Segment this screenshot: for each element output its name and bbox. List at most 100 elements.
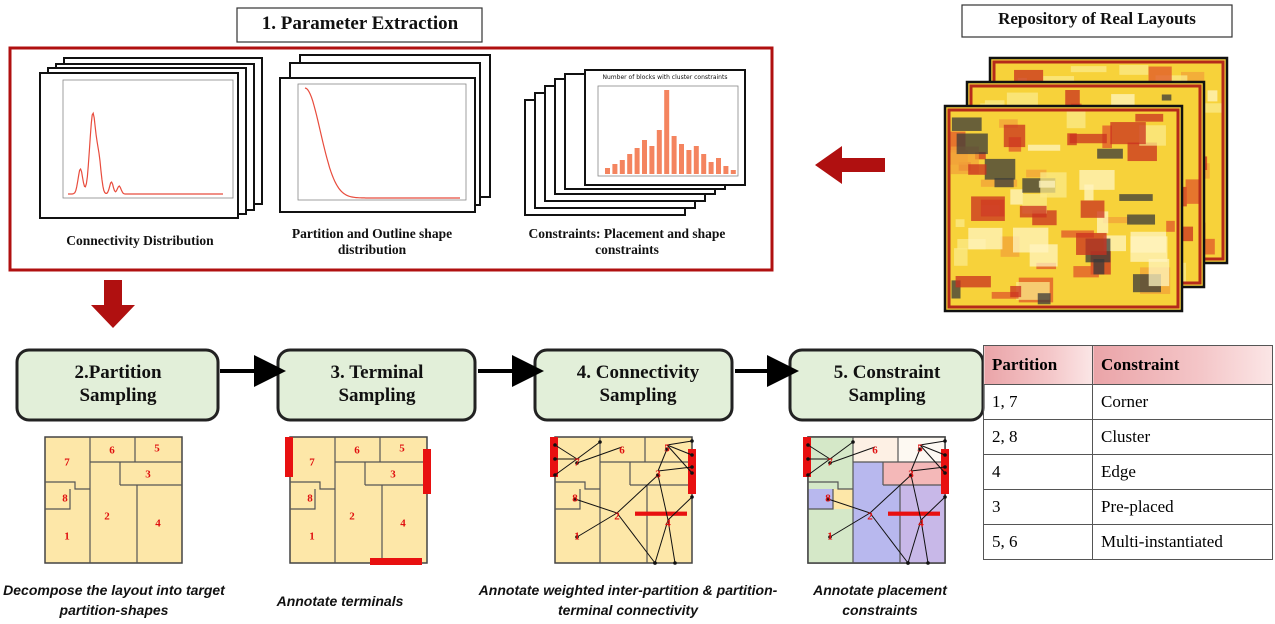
partition-label: 2 [867,511,873,523]
heat-cell [954,248,968,266]
distribution-label: Partition and Outline shape distribution [272,226,472,258]
heat-cell [1149,259,1170,286]
partition-label: 4 [918,518,924,530]
heat-cell [1119,194,1152,201]
table-header: Partition Constraint [984,346,1273,385]
connection-end [553,443,557,447]
heat-cell [1119,65,1148,75]
heat-cell [1038,293,1051,304]
table-cell: Pre-placed [1093,490,1273,525]
partition-label: 3 [390,469,396,481]
bar-shape [664,90,669,174]
partition-label: 7 [574,457,580,469]
heat-cell [1110,122,1146,144]
partition-label: 5 [917,443,923,455]
heat-cell [1162,94,1172,100]
partition-label: 2 [614,511,620,523]
partition-label: 4 [400,518,406,530]
connection-end [943,453,947,457]
connection-end [943,495,947,499]
heat-cell [956,276,991,287]
partition-label: 3 [655,469,661,481]
bar-shape [620,160,625,174]
terminal [635,512,687,516]
connection-end [553,473,557,477]
heat-cell [1079,170,1114,190]
heat-cell [1071,66,1107,72]
connection-end [806,457,810,461]
heat-cell [1004,125,1025,147]
heat-cell [956,219,965,227]
heat-cell [952,117,982,130]
heat-cell [1067,110,1086,128]
repository-title: Repository of Real Layouts [962,9,1232,29]
distribution-label: Constraints: Placement and shape constra… [512,226,742,258]
plot-title: Number of blocks with cluster constraint… [595,74,735,81]
heat-cell [1039,181,1055,188]
terminal [285,437,293,477]
partition-label: 7 [309,457,315,469]
partition-label: 3 [908,469,914,481]
heat-cell [1186,179,1200,203]
heat-cell [1028,145,1060,151]
partition-label: 1 [309,531,315,543]
bar-shape [627,154,632,174]
terminal [423,449,431,494]
partition-label: 2 [349,511,355,523]
section-title: 1. Parameter Extraction [238,13,482,35]
bar-shape [605,168,610,174]
table-cell: Cluster [1093,420,1273,455]
red-arrow [91,280,135,328]
heat-cell [968,164,986,175]
partition-label: 1 [574,531,580,543]
constraint-table: Partition Constraint 1, 7Corner2, 8Clust… [983,345,1273,560]
table-cell: 5, 6 [984,525,1093,560]
heat-cell [1081,201,1105,218]
heat-cell [1013,228,1048,253]
partition-label: 1 [827,531,833,543]
connection-end [943,439,947,443]
step-caption: Annotate terminals [250,591,430,611]
table-cell: 4 [984,455,1093,490]
partition-label: 4 [665,518,671,530]
table-cell: 3 [984,490,1093,525]
floorplan: 12345678 [285,437,431,565]
connection-end [926,561,930,565]
connection-end [553,457,557,461]
bar-shape [649,146,654,174]
heat-cell [985,159,1016,180]
bar-shape [716,158,721,174]
connection-end [653,561,657,565]
table-row: 1, 7Corner [984,385,1273,420]
bar-shape [672,136,677,174]
partition-label: 3 [145,469,151,481]
bar-shape [694,146,699,174]
step-title: 4. Connectivity Sampling [558,361,718,407]
partition-label: 6 [354,445,360,457]
connection-end [690,471,694,475]
bar-shape [701,154,706,174]
heat-cell [1010,189,1023,204]
heat-cell [1010,286,1021,297]
connection-end [806,443,810,447]
partition-label: 6 [619,445,625,457]
partition-label: 5 [399,443,405,455]
terminal [803,437,811,477]
bar-shape [731,170,736,174]
heat-cell [1067,133,1077,145]
table-cell: 2, 8 [984,420,1093,455]
heat-cell [968,228,1002,249]
partition-label: 8 [62,493,68,505]
table-cell: 1, 7 [984,385,1093,420]
plot-frame [280,78,475,212]
header-cell: Constraint [1093,346,1273,385]
step-title: 3. Terminal Sampling [302,361,452,407]
connection-end [806,473,810,477]
heat-cell [994,178,1013,187]
connection-end [690,495,694,499]
heat-cell [971,196,1005,221]
